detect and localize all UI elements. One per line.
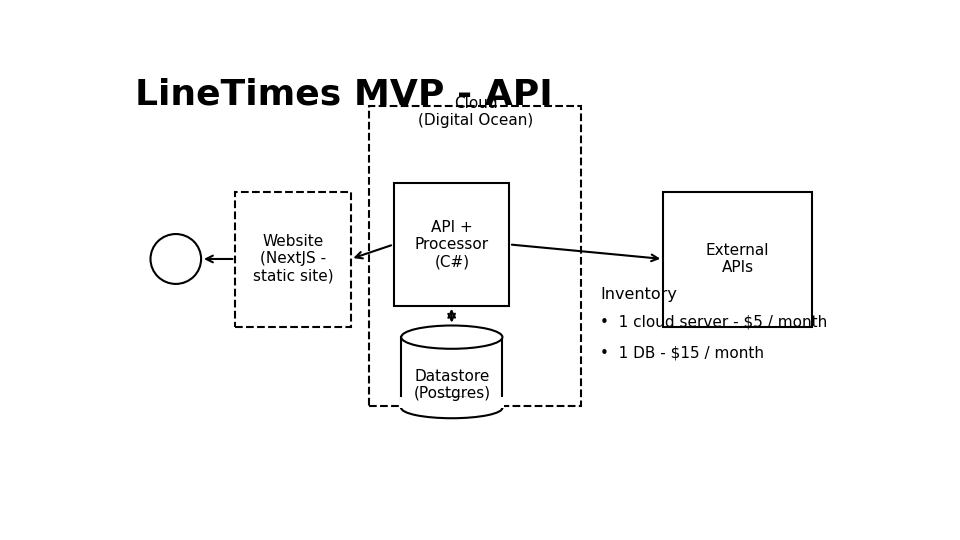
Text: API +
Processor
(C#): API + Processor (C#) xyxy=(415,220,489,269)
Ellipse shape xyxy=(401,326,502,349)
Bar xyxy=(235,192,350,327)
Ellipse shape xyxy=(151,234,201,284)
Bar xyxy=(399,396,504,408)
Text: Inventory: Inventory xyxy=(600,287,677,302)
Bar xyxy=(370,106,581,406)
Text: Website
(NextJS -
static site): Website (NextJS - static site) xyxy=(253,234,334,284)
Text: •  1 cloud server - $5 / month: • 1 cloud server - $5 / month xyxy=(600,314,828,329)
Bar xyxy=(663,192,812,327)
Text: •  1 DB - $15 / month: • 1 DB - $15 / month xyxy=(600,346,764,361)
Text: Cloud
(Digital Ocean): Cloud (Digital Ocean) xyxy=(418,96,533,129)
Bar xyxy=(394,183,509,306)
Text: LineTimes MVP - API: LineTimes MVP - API xyxy=(134,77,553,111)
Text: External
APIs: External APIs xyxy=(706,243,769,275)
Text: Datastore
(Postgres): Datastore (Postgres) xyxy=(413,369,491,401)
